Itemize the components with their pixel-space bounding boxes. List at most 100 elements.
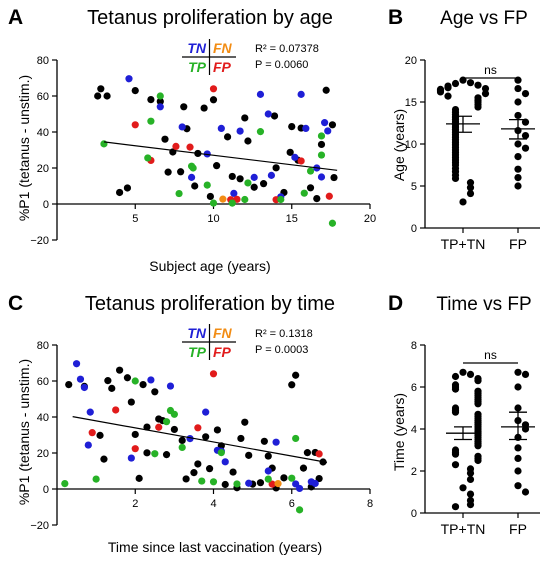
point-fn-a bbox=[219, 195, 227, 203]
point-tp-a bbox=[256, 128, 265, 136]
y-tick-label-a: −20 bbox=[30, 235, 49, 247]
point-other-c bbox=[96, 431, 104, 439]
x-tick-label-a: 5 bbox=[132, 213, 138, 225]
regression-line-a bbox=[103, 141, 338, 171]
point-fp-c bbox=[209, 370, 218, 378]
point-fn-c bbox=[274, 480, 282, 488]
stat-p-a: P = 0.0060 bbox=[255, 59, 308, 71]
point-fp-a bbox=[325, 192, 333, 200]
y-tick-label-b: 15 bbox=[405, 97, 417, 109]
point-fp-c bbox=[131, 445, 139, 453]
point-other-c bbox=[135, 474, 143, 482]
point-tptn-b bbox=[444, 92, 452, 100]
point-other-a bbox=[236, 175, 244, 183]
y-tick-label-b: 10 bbox=[405, 139, 417, 151]
point-fp-b bbox=[514, 182, 522, 190]
point-tptn-d bbox=[466, 490, 475, 498]
point-fp-b bbox=[514, 174, 522, 182]
point-tptn-d bbox=[474, 442, 482, 450]
point-other-c bbox=[194, 460, 202, 468]
point-tptn-b bbox=[466, 189, 475, 198]
point-tptn-b bbox=[459, 198, 467, 206]
point-other-a bbox=[288, 123, 296, 131]
point-fp-c bbox=[88, 429, 96, 437]
point-other-c bbox=[256, 479, 265, 487]
y-tick-label-c: 40 bbox=[37, 412, 49, 424]
point-tp-a bbox=[328, 219, 337, 227]
legend-tp-a: TP bbox=[188, 59, 207, 75]
point-other-c bbox=[123, 374, 132, 382]
point-other-a bbox=[322, 86, 330, 94]
point-other-c bbox=[116, 366, 124, 374]
point-tp-c bbox=[233, 480, 241, 488]
point-other-a bbox=[272, 164, 280, 172]
point-tp-c bbox=[61, 480, 69, 488]
point-other-a bbox=[131, 87, 139, 95]
point-tp-a bbox=[277, 195, 285, 204]
point-other-a bbox=[123, 184, 132, 192]
marks-a bbox=[94, 75, 338, 227]
point-tn-a bbox=[256, 90, 265, 98]
point-fp-a bbox=[186, 143, 194, 151]
y-tick-label-d: 4 bbox=[411, 424, 417, 436]
point-other-c bbox=[264, 452, 272, 460]
point-tptn-b bbox=[466, 179, 475, 187]
point-other-c bbox=[292, 371, 300, 379]
panel-letter-b: B bbox=[388, 6, 403, 29]
point-fp-c bbox=[155, 423, 163, 431]
point-other-c bbox=[205, 465, 214, 473]
point-tn-a bbox=[230, 189, 238, 197]
point-tn-a bbox=[156, 103, 164, 111]
point-tp-c bbox=[151, 450, 159, 458]
point-other-a bbox=[94, 92, 102, 100]
point-other-c bbox=[182, 475, 190, 483]
point-other-a bbox=[223, 133, 232, 141]
point-fp-a bbox=[209, 85, 218, 93]
point-tp-a bbox=[203, 181, 211, 189]
point-other-c bbox=[131, 430, 139, 439]
point-fp-d bbox=[514, 404, 522, 412]
x-tick-label-a: 15 bbox=[286, 213, 298, 225]
point-tn-c bbox=[166, 382, 175, 390]
point-tp-a bbox=[300, 189, 308, 197]
point-tn-c bbox=[311, 479, 319, 488]
point-other-c bbox=[170, 425, 178, 434]
point-fp-a bbox=[131, 121, 139, 129]
point-fp-b bbox=[514, 84, 522, 93]
panel-c: C Tetanus proliferation by time %P1 (tet… bbox=[8, 292, 373, 555]
point-tp-c bbox=[292, 434, 300, 443]
point-other-a bbox=[180, 103, 188, 111]
point-tp-c bbox=[170, 410, 178, 418]
point-fp-b bbox=[514, 111, 522, 120]
point-tp-a bbox=[209, 199, 218, 207]
significance-label-b: ns bbox=[484, 63, 497, 77]
point-tn-c bbox=[72, 360, 81, 368]
point-fp-c bbox=[112, 406, 120, 414]
point-tn-c bbox=[84, 441, 92, 449]
regression-line-c bbox=[72, 416, 328, 463]
point-tptn-d bbox=[466, 370, 475, 378]
point-fp-d bbox=[514, 482, 522, 490]
point-tptn-b bbox=[481, 90, 490, 98]
point-tp-c bbox=[92, 475, 100, 483]
y-tick-label-a: 60 bbox=[37, 91, 49, 103]
title-c: Tetanus proliferation by time bbox=[85, 293, 335, 315]
point-other-a bbox=[228, 172, 236, 181]
point-tptn-d bbox=[451, 503, 460, 511]
point-tn-a bbox=[297, 90, 305, 98]
point-other-a bbox=[103, 92, 111, 100]
point-tn-c bbox=[76, 375, 85, 383]
point-other-a bbox=[259, 180, 268, 188]
marks-c bbox=[61, 360, 328, 514]
point-other-a bbox=[147, 96, 155, 104]
point-tp-a bbox=[189, 164, 197, 172]
point-other-c bbox=[104, 377, 112, 385]
legend-a: TN FN TP FP R² = 0.07378 P = 0.0060 bbox=[182, 39, 319, 75]
stat-r2-c: R² = 0.1318 bbox=[255, 328, 313, 340]
point-tn-a bbox=[217, 124, 225, 132]
point-tp-a bbox=[156, 92, 164, 100]
point-other-c bbox=[108, 384, 116, 392]
point-tptn-b bbox=[466, 184, 475, 192]
panel-a: A Tetanus proliferation by age %P1 (teta… bbox=[8, 6, 376, 274]
